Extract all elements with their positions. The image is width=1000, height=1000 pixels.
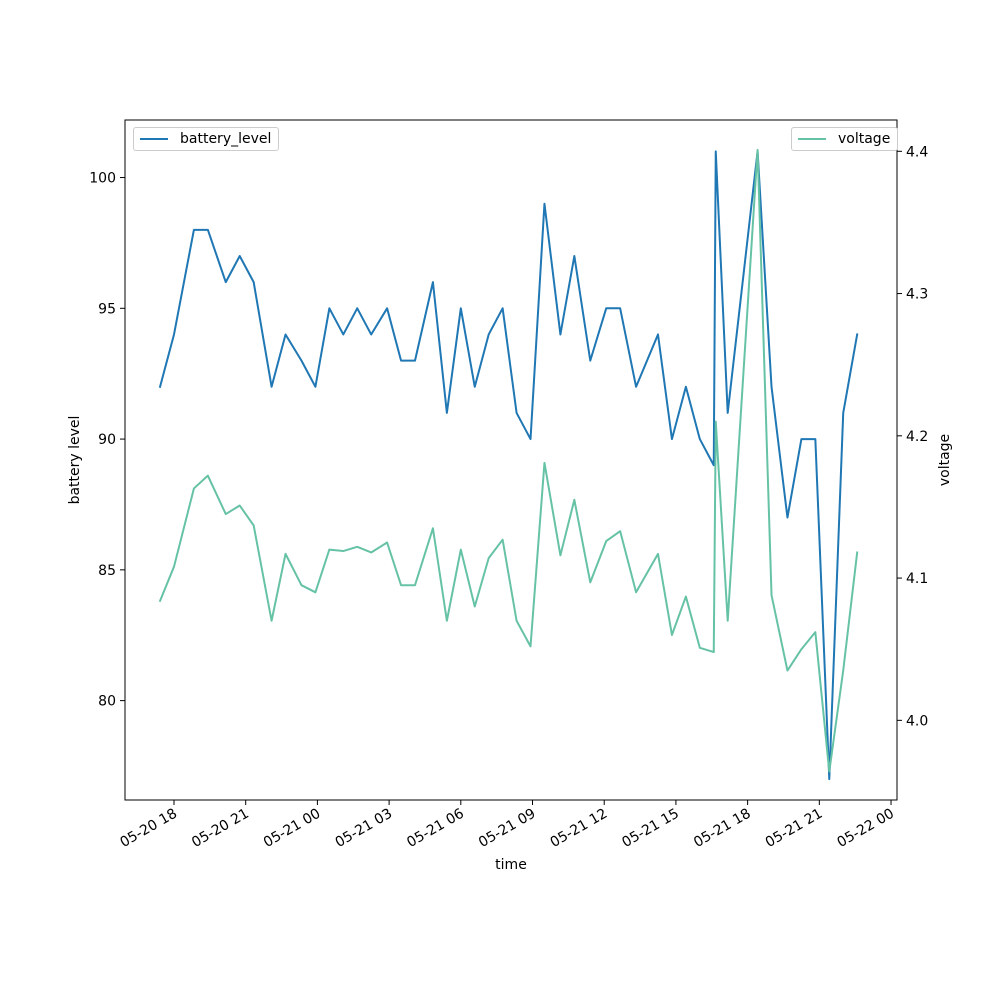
y-right-tick-label: 4.1 <box>906 571 928 587</box>
y-left-tick-label: 90 <box>98 432 116 448</box>
y-right-tick-label: 4.4 <box>906 144 928 160</box>
y-left-tick-label: 80 <box>98 694 116 710</box>
y-right-tick-label: 4.3 <box>906 287 928 303</box>
y-right-axis-label: voltage <box>937 434 953 486</box>
y-left-tick-label: 95 <box>98 301 116 317</box>
y-right-tick-label: 4.0 <box>906 713 928 729</box>
x-axis-label: time <box>495 857 527 873</box>
y-left-axis-label: battery level <box>67 416 83 505</box>
x-tick-label: 05-22 00 <box>835 806 898 851</box>
x-tick-label: 05-21 21 <box>763 806 826 851</box>
x-tick-label: 05-20 21 <box>189 806 252 851</box>
x-tick-label: 05-20 18 <box>117 806 180 851</box>
plot-frame <box>124 119 898 801</box>
x-tick-label: 05-21 03 <box>333 806 396 851</box>
x-tick-label: 05-21 18 <box>691 806 754 851</box>
legend-swatch-voltage <box>798 138 826 140</box>
x-tick-label: 05-21 06 <box>404 806 467 851</box>
y-left-tick-label: 85 <box>98 563 116 579</box>
x-tick-label: 05-21 00 <box>261 806 324 851</box>
legend-left: battery_level <box>133 127 280 151</box>
legend-right: voltage <box>791 127 899 151</box>
legend-label-voltage: voltage <box>838 131 891 147</box>
legend-label-battery-level: battery_level <box>180 131 272 147</box>
series-line-battery-level <box>158 150 859 781</box>
x-tick-label: 05-21 09 <box>476 806 539 851</box>
y-left-tick-label: 100 <box>89 171 116 187</box>
y-right-tick-label: 4.2 <box>906 429 928 445</box>
x-tick-label: 05-21 12 <box>548 806 611 851</box>
legend-swatch-battery-level <box>140 138 168 140</box>
x-tick-label: 05-21 15 <box>619 806 682 851</box>
series-line-voltage <box>158 148 859 773</box>
